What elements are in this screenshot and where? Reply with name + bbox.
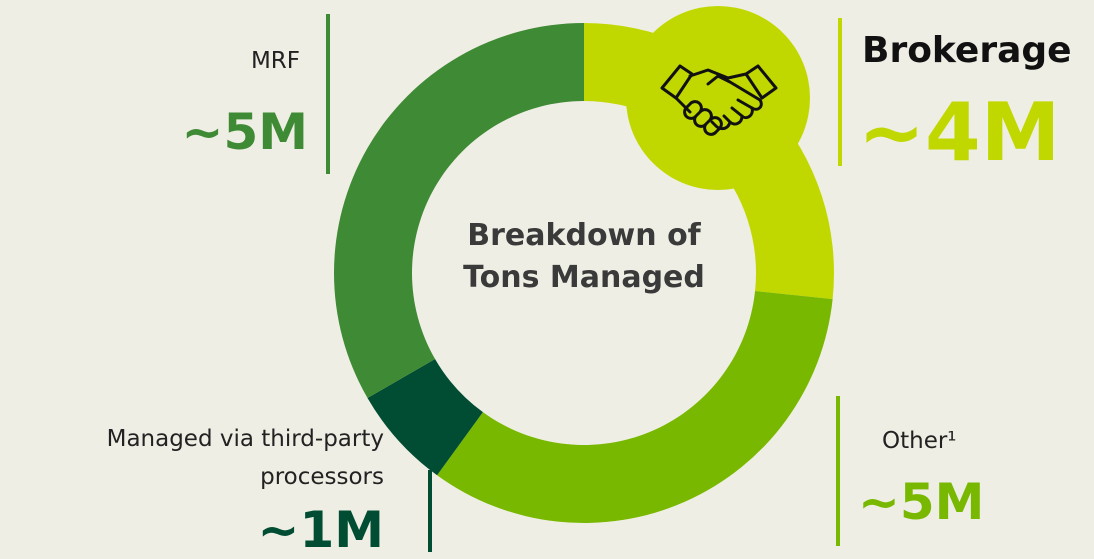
icon-part [683, 100, 723, 136]
category-label: Other¹ [882, 428, 957, 454]
value-label: ~1M [257, 501, 384, 559]
value-label: ~4M [858, 86, 1061, 179]
icon-part [674, 96, 754, 131]
value-label: ~5M [858, 473, 985, 531]
value-label: ~5M [181, 103, 308, 161]
category-label: Brokerage [862, 30, 1072, 71]
donut-segment [334, 23, 584, 398]
icon-part [688, 68, 748, 80]
highlight-bubble [626, 6, 810, 190]
category-label: MRF [250, 48, 300, 74]
donut-segment [367, 359, 483, 476]
donut-segment [437, 290, 833, 523]
category-label: Managed via third-party processors [106, 426, 384, 490]
chart-title: Breakdown of Tons Managed [463, 218, 705, 295]
handshake-icon [660, 64, 778, 136]
